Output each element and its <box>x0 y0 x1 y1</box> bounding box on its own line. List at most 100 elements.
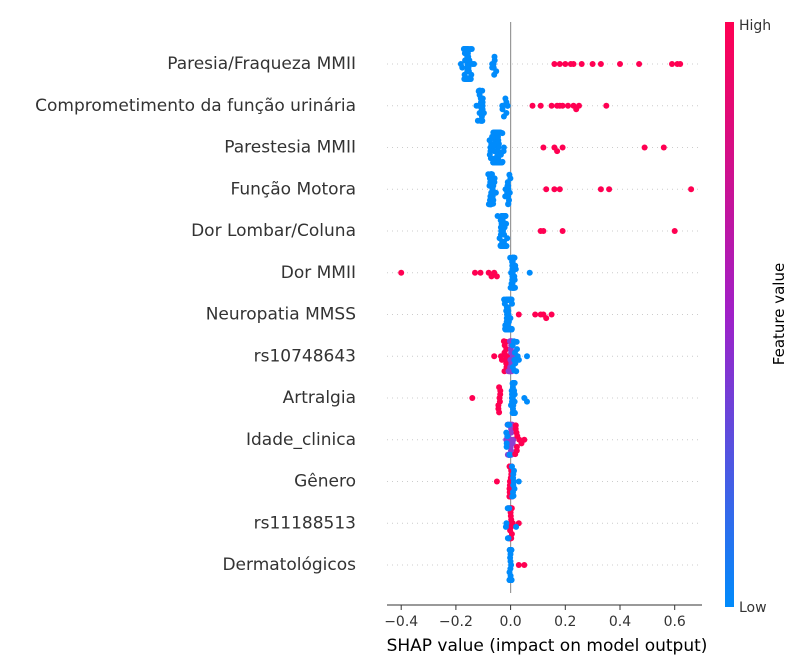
feature-label: Paresia/Fraqueza MMII <box>167 54 356 74</box>
shap-point <box>515 356 522 363</box>
shap-point <box>559 144 566 151</box>
shap-point <box>526 269 533 276</box>
shap-point <box>589 61 596 67</box>
shap-point <box>491 71 498 78</box>
shap-point <box>562 61 569 67</box>
shap-point <box>469 395 476 401</box>
shap-point <box>512 451 519 458</box>
x-tick-label: −0.2 <box>439 614 473 630</box>
shap-point <box>559 102 566 109</box>
shap-point <box>509 493 516 500</box>
feature-label: Idade_clinica <box>246 430 356 450</box>
shap-point <box>506 171 513 178</box>
shap-point <box>660 144 667 151</box>
shap-point <box>677 61 684 67</box>
x-axis: −0.4 −0.2 0.0 0.2 0.4 0.6 <box>384 604 702 630</box>
colorbar-high-label: High <box>739 18 771 34</box>
shap-point <box>480 110 487 116</box>
shap-point <box>477 269 484 276</box>
shap-point <box>505 326 512 333</box>
shap-point <box>479 117 486 124</box>
feature-label: Função Motora <box>230 179 356 199</box>
shap-point <box>543 315 550 322</box>
shap-point <box>495 159 502 166</box>
shap-point <box>606 186 613 193</box>
shap-point <box>597 61 604 67</box>
shap-point <box>498 243 505 249</box>
shap-point <box>512 422 519 429</box>
shap-point <box>511 338 517 345</box>
shap-point <box>578 61 585 67</box>
shap-point <box>507 547 514 553</box>
shap-point <box>503 443 510 450</box>
feature-label: Gênero <box>294 472 356 492</box>
x-tick-label: 0.4 <box>609 614 631 630</box>
shap-point <box>641 144 648 151</box>
shap-point <box>479 95 486 102</box>
shap-point <box>504 102 511 109</box>
shap-point <box>507 284 514 291</box>
shap-point <box>505 201 512 208</box>
shap-point <box>506 505 513 512</box>
shap-point <box>493 478 500 485</box>
shap-point <box>559 228 566 234</box>
shap-point <box>487 201 494 208</box>
shap-point <box>471 61 477 67</box>
shap-point <box>551 186 558 193</box>
shap-point <box>499 102 506 109</box>
shap-point <box>688 186 695 193</box>
shap-point <box>460 46 467 52</box>
shap-point <box>493 273 500 280</box>
shap-point <box>524 398 530 405</box>
shap-point <box>529 102 536 109</box>
feature-label: Comprometimento da função urinária <box>35 96 356 116</box>
shap-point <box>510 380 517 386</box>
shap-point <box>496 409 503 416</box>
shap-point <box>477 87 484 94</box>
feature-label: Artralgia <box>283 388 356 408</box>
shap-point <box>504 535 511 542</box>
shap-point <box>489 64 496 71</box>
shap-point <box>491 353 498 360</box>
shap-point <box>514 346 520 353</box>
shap-point <box>491 53 498 60</box>
shap-point <box>398 269 405 276</box>
feature-label: Parestesia MMII <box>224 138 356 158</box>
shap-point <box>556 61 563 67</box>
feature-label: Dor Lombar/Coluna <box>191 221 356 241</box>
shap-point <box>524 353 530 360</box>
shap-point <box>467 76 474 82</box>
shap-point <box>504 421 511 428</box>
shap-point <box>669 61 675 67</box>
colorbar-title: Feature value <box>770 263 788 365</box>
feature-label: Dor MMII <box>281 263 356 283</box>
shap-point <box>515 562 522 568</box>
shap-point <box>506 296 513 303</box>
shap-point <box>540 144 547 151</box>
x-tick-label: −0.4 <box>384 614 418 630</box>
shap-point <box>489 133 496 140</box>
x-tick-label: 0.0 <box>499 614 521 630</box>
shap-point <box>565 102 571 109</box>
feature-label: Neuropatia MMSS <box>206 305 356 325</box>
shap-point <box>467 46 474 52</box>
feature-label: rs10748643 <box>254 346 356 366</box>
shap-point <box>494 129 501 136</box>
shap-point <box>508 387 515 394</box>
shap-point <box>543 186 550 193</box>
shap-point <box>570 61 577 67</box>
shap-point <box>554 148 561 155</box>
colorbar-low-label: Low <box>739 600 767 616</box>
shap-point <box>496 384 503 391</box>
shap-point <box>508 402 514 409</box>
shap-point <box>509 254 516 261</box>
shap-point <box>502 193 509 200</box>
shap-point <box>617 61 623 67</box>
shap-point <box>532 311 539 318</box>
shap-point <box>507 451 514 458</box>
shap-point <box>502 523 509 530</box>
shap-point <box>597 186 604 193</box>
shap-point <box>508 577 515 583</box>
shap-point <box>518 440 525 447</box>
